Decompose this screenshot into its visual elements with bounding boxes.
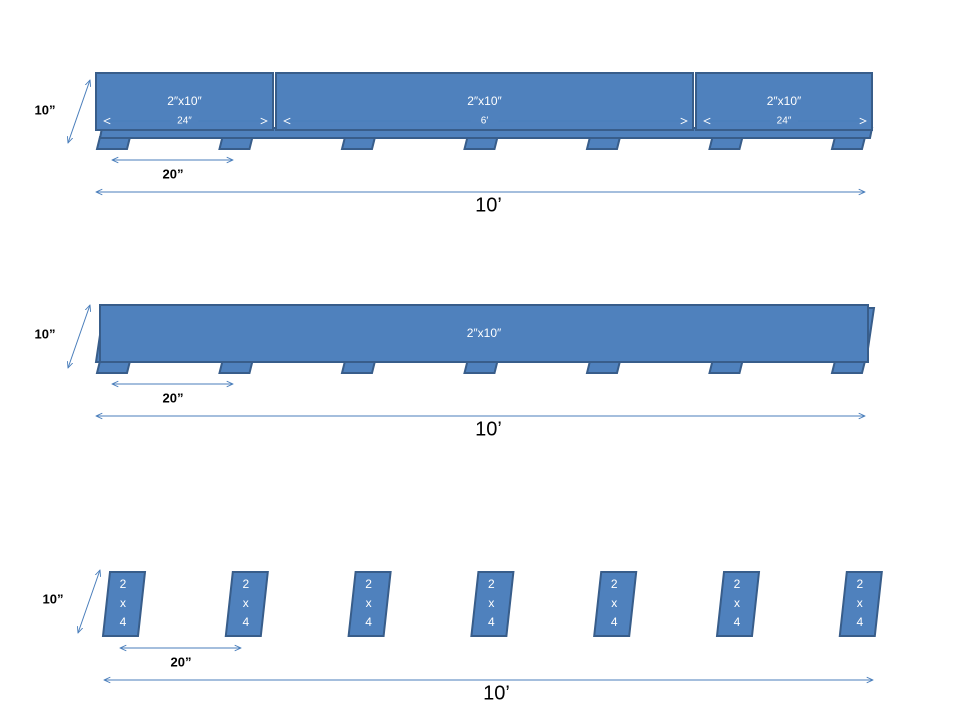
- spacing-label: 20”: [171, 654, 192, 669]
- board-label: 2″x10″: [467, 326, 502, 340]
- length-tag: [170, 115, 199, 127]
- block-label: 2: [120, 577, 127, 591]
- dimension-arrow: [68, 305, 90, 368]
- board-label: 2″x10″: [767, 94, 802, 108]
- block: [838, 571, 883, 637]
- block-label: x: [488, 596, 494, 610]
- block: [470, 571, 515, 637]
- length-label: 10’: [475, 194, 502, 216]
- board: [99, 304, 869, 363]
- block-label: 4: [120, 615, 127, 629]
- block: [715, 571, 761, 637]
- board-length: 24″: [777, 116, 792, 127]
- height-label: 10”: [35, 102, 56, 117]
- board-label: 2″x10″: [167, 94, 202, 108]
- block-label: x: [366, 596, 372, 610]
- block-label: 4: [734, 615, 741, 629]
- block-label: 4: [856, 615, 863, 629]
- block-label: 2: [242, 577, 249, 591]
- board-length: 6′: [481, 116, 489, 127]
- block-label: 2: [734, 577, 741, 591]
- board-label: 2″x10″: [467, 94, 502, 108]
- block-label: 4: [365, 615, 372, 629]
- block-label: 2: [611, 577, 618, 591]
- length-label: 10’: [475, 418, 502, 440]
- block: [593, 571, 638, 637]
- dimension-arrow: [68, 80, 90, 143]
- length-tag: [470, 115, 499, 127]
- block-label: x: [243, 596, 249, 610]
- height-label: 10”: [35, 326, 56, 341]
- block-label: 4: [611, 615, 618, 629]
- block-label: 4: [488, 615, 495, 629]
- length-tag: [770, 115, 798, 127]
- block-label: 2: [488, 577, 495, 591]
- block-label: x: [857, 596, 863, 610]
- dimension-arrow: [78, 570, 100, 633]
- spacing-label: 20”: [163, 390, 184, 405]
- block: [347, 571, 392, 637]
- block-label: 4: [242, 615, 249, 629]
- block: [101, 571, 147, 637]
- length-label: 10’: [483, 682, 510, 704]
- block-label: 2: [365, 577, 372, 591]
- block-label: x: [734, 596, 740, 610]
- block: [224, 571, 269, 637]
- spacing-label: 20”: [163, 166, 184, 181]
- height-label: 10”: [43, 591, 64, 606]
- board-length: 24″: [177, 116, 192, 127]
- block-label: x: [611, 596, 617, 610]
- block-label: 2: [856, 577, 863, 591]
- block-label: x: [120, 596, 126, 610]
